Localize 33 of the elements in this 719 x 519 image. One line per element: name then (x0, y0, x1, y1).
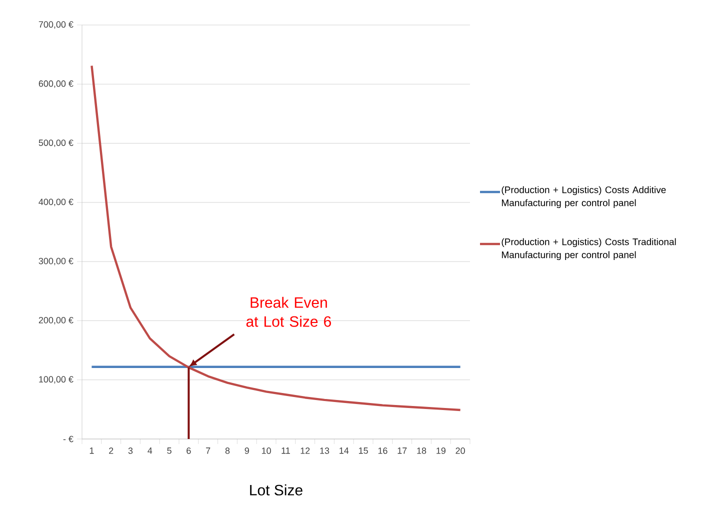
y-tick-label: - € (63, 436, 74, 442)
x-tick-label: 8 (225, 448, 230, 454)
x-tick-label: 16 (378, 448, 388, 454)
y-tick-label: 700,00 € (38, 21, 74, 29)
x-axis-title: Lot Size (250, 484, 302, 496)
y-tick-label: 600,00 € (38, 80, 74, 88)
x-tick-label: 17 (398, 448, 407, 454)
y-tick-label: 400,00 € (38, 198, 74, 206)
annotation: Break Even at Lot Size 6 (246, 296, 331, 327)
line-series (90, 64, 462, 412)
x-tick-label: 4 (148, 448, 152, 454)
x-tick-label: 9 (244, 448, 249, 454)
y-tick-label: 300,00 € (38, 258, 74, 266)
x-tick-label: 13 (320, 448, 330, 454)
y-tick-label: 200,00 € (38, 317, 74, 324)
x-tick-label: 3 (128, 448, 133, 454)
legend-label: (Production + Logistics) Costs Traditional Manufacturing per control panel (502, 238, 676, 260)
x-tick-label: 18 (417, 448, 426, 454)
x-tick-label: 11 (282, 448, 290, 454)
x-tick-label: 12 (300, 448, 310, 454)
x-tick-label: 10 (262, 448, 271, 454)
y-tick-label: 500,00 € (38, 140, 74, 148)
y-tick-label: 100,00 € (39, 376, 74, 384)
x-tick-label: 6 (186, 448, 191, 454)
x-tick-label: 20 (456, 448, 465, 454)
x-tick-label: 2 (109, 448, 114, 454)
x-tick-label: 14 (340, 448, 349, 454)
x-tick-label: 1 (90, 448, 94, 454)
x-tick-label: 5 (167, 448, 172, 454)
x-tick-label: 19 (436, 448, 446, 454)
x-tick-label: 15 (358, 448, 368, 454)
legend-label: (Production + Logistics) Costs Additive Manufacturing per control panel (502, 186, 666, 208)
x-tick-label: 7 (206, 448, 210, 454)
